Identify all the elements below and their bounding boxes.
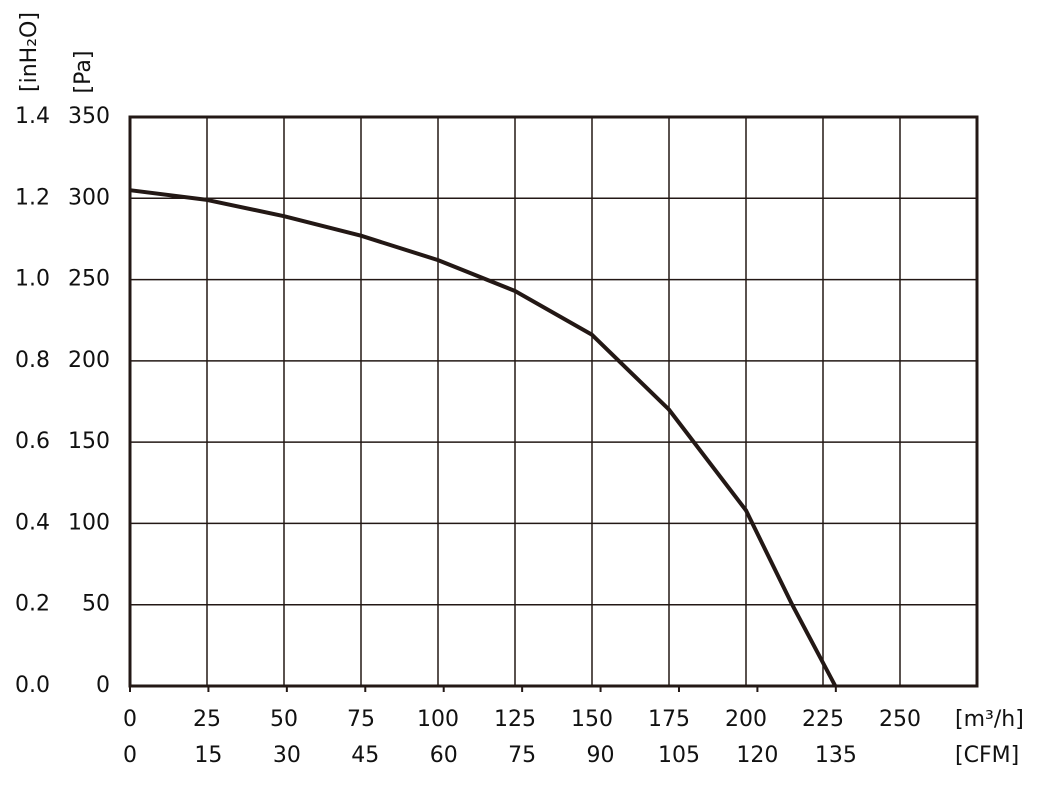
y2-tick-label: 0.6 bbox=[15, 429, 50, 454]
x2-tick-label: 120 bbox=[736, 743, 778, 768]
x-axis-label: [m³/h] bbox=[955, 707, 1024, 732]
x-tick-label: 175 bbox=[648, 707, 690, 732]
y2-tick-label: 0.0 bbox=[15, 673, 50, 698]
curve bbox=[129, 188, 838, 687]
y2-tick-label: 0.2 bbox=[15, 592, 50, 617]
y-tick-label: 350 bbox=[68, 104, 110, 129]
y-tick-label: 300 bbox=[68, 185, 110, 210]
y-tick-label: 50 bbox=[82, 592, 110, 617]
y2-tick-label: 1.4 bbox=[15, 104, 50, 129]
x2-tick-label: 15 bbox=[194, 743, 222, 768]
x2-tick-label: 60 bbox=[430, 743, 458, 768]
x2-tick-label: 135 bbox=[815, 743, 857, 768]
y-tick-label: 200 bbox=[68, 348, 110, 373]
x2-tick-label: 105 bbox=[658, 743, 700, 768]
y2-tick-label: 0.8 bbox=[15, 348, 50, 373]
y2-tick-label: 1.2 bbox=[15, 185, 50, 210]
y-tick-label: 250 bbox=[68, 267, 110, 292]
y-tick-label: 0 bbox=[96, 673, 110, 698]
x2-tick-label: 90 bbox=[587, 743, 615, 768]
x2-axis-label: [CFM] bbox=[955, 743, 1019, 768]
x2-tick-label: 0 bbox=[123, 743, 137, 768]
x-tick-label: 200 bbox=[725, 707, 767, 732]
plot-frame bbox=[128, 115, 979, 688]
x2-tick-label: 45 bbox=[351, 743, 379, 768]
x-tick-label: 250 bbox=[879, 707, 921, 732]
x-tick-label: 0 bbox=[123, 707, 137, 732]
x-tick-label: 150 bbox=[571, 707, 613, 732]
y2-tick-label: 0.4 bbox=[15, 510, 50, 535]
y2-axis-label: [inH₂O] bbox=[17, 12, 42, 92]
x-tick-label: 125 bbox=[494, 707, 536, 732]
x-tick-label: 75 bbox=[347, 707, 375, 732]
x-tick-label: 100 bbox=[417, 707, 459, 732]
y-tick-label: 100 bbox=[68, 510, 110, 535]
x-tick-label: 225 bbox=[802, 707, 844, 732]
y-tick-label: 150 bbox=[68, 429, 110, 454]
y-axis-label: [Pa] bbox=[71, 51, 96, 94]
x2-tick-label: 75 bbox=[508, 743, 536, 768]
x-tick-label: 50 bbox=[270, 707, 298, 732]
y2-tick-label: 1.0 bbox=[15, 267, 50, 292]
x2-tick-label: 30 bbox=[273, 743, 301, 768]
x-tick-label: 25 bbox=[193, 707, 221, 732]
